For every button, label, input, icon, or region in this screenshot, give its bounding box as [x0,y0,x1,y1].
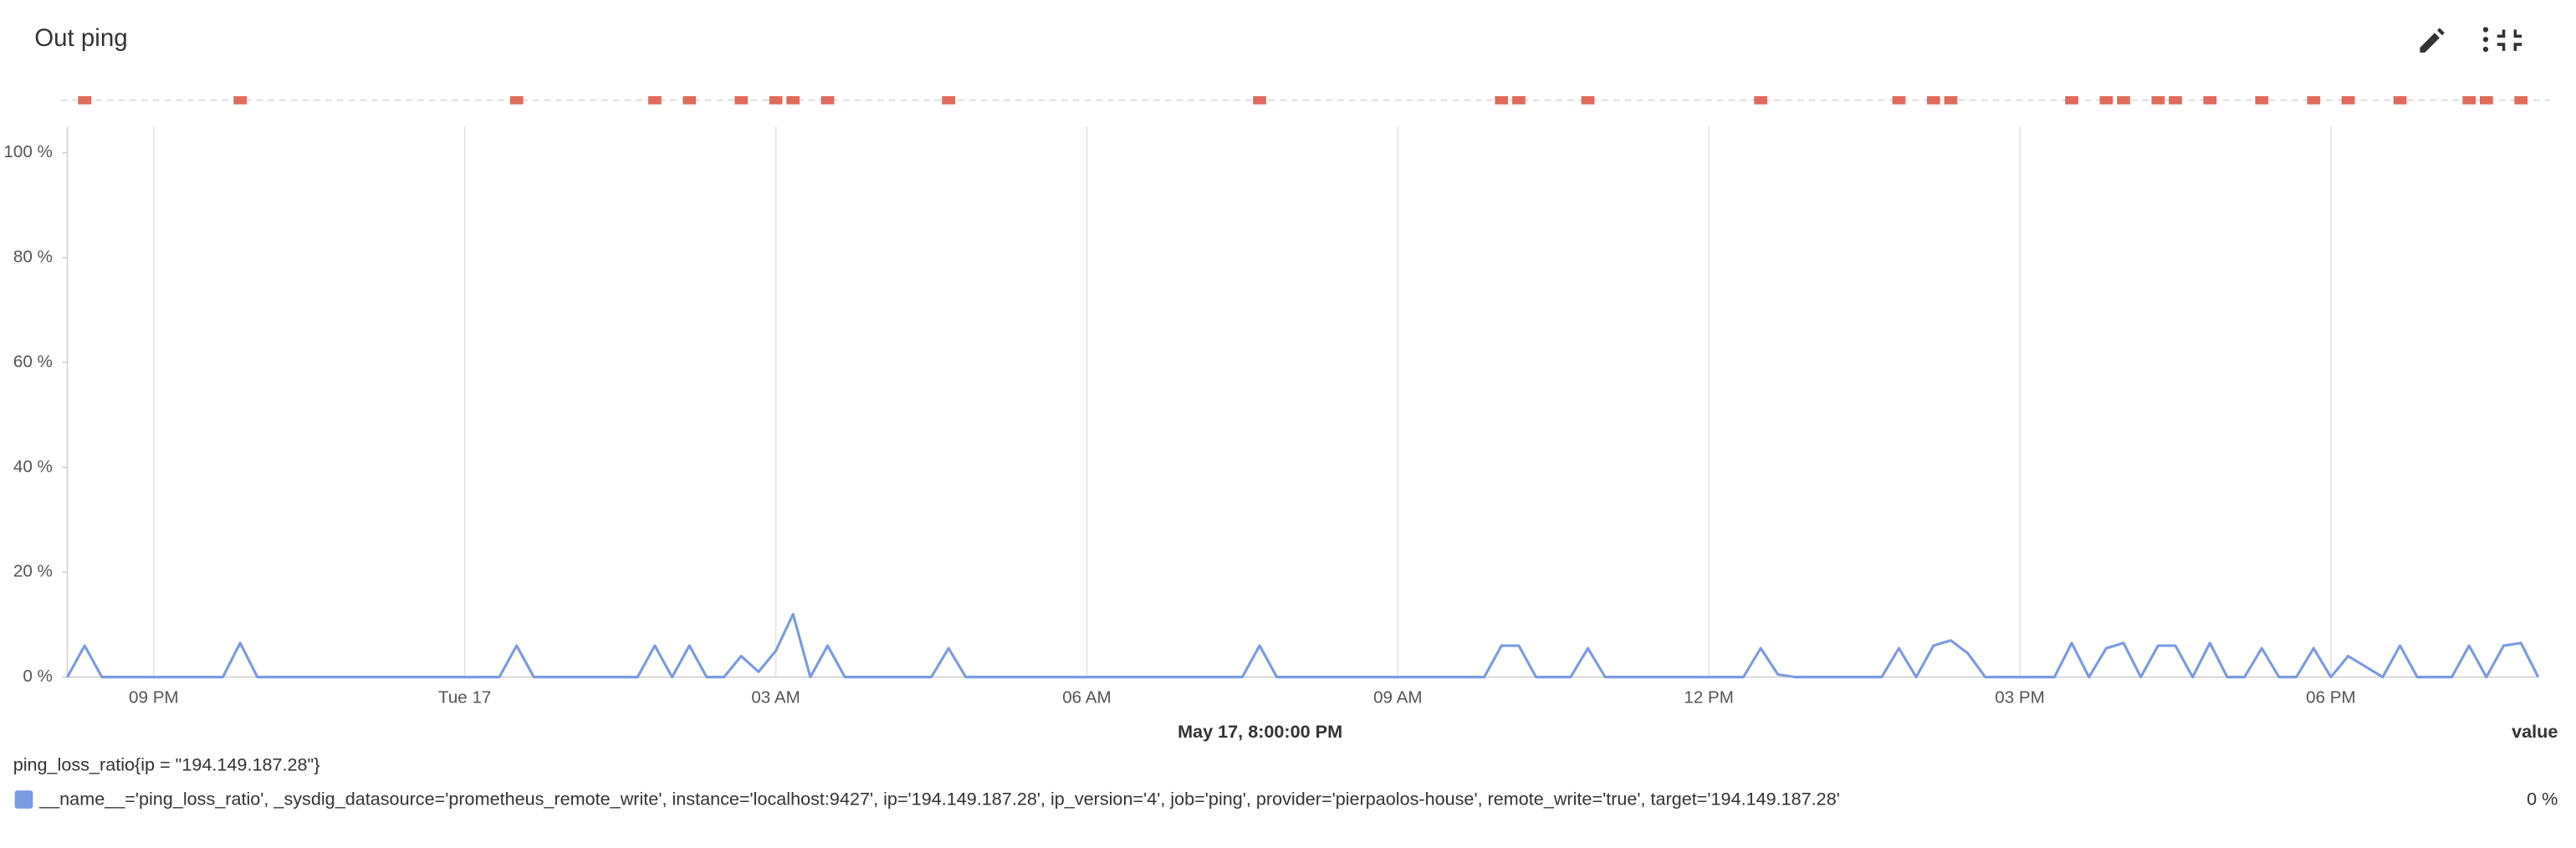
event-marker [233,95,247,105]
collapse-button[interactable] [2497,29,2522,51]
event-marker [2341,95,2355,105]
event-marker [2255,95,2269,105]
event-marker [820,95,835,105]
menu-dot[interactable] [2482,46,2489,53]
legend-title: ping_loss_ratio{ip = "194.149.187.28"} [13,753,320,774]
event-marker [2151,95,2165,105]
event-marker [2462,95,2476,105]
menu-dot[interactable] [2482,27,2489,33]
event-marker [1512,95,1526,105]
event-marker [1892,95,1906,105]
event-marker [2099,95,2113,105]
y-tick-label: 40 % [13,457,53,476]
event-marker [682,95,697,105]
event-marker [1754,95,1768,105]
x-tick-label: Tue 17 [438,688,491,708]
x-tick-label: 09 AM [1373,688,1422,708]
y-tick-label: 100 % [3,142,52,161]
menu-dot[interactable] [2482,37,2489,43]
series-line [66,612,2540,679]
event-marker [786,95,800,105]
y-tick-label: 20 % [13,562,53,581]
event-marker [734,95,749,105]
event-marker [1926,95,1940,105]
value-column-label: value [2512,721,2558,742]
panel-title: Out ping [34,24,127,52]
legend-label[interactable]: __name__='ping_loss_ratio', _sysdig_data… [38,789,1840,810]
event-marker [1944,95,1958,105]
event-marker [2393,95,2407,105]
event-marker [78,95,92,105]
legend-swatch [14,790,33,809]
y-tick-label: 80 % [13,248,53,267]
event-marker [2203,95,2217,105]
event-marker [942,95,956,105]
event-marker [509,95,524,105]
y-tick-label: 60 % [13,352,53,371]
event-marker [648,95,662,105]
event-marker [2169,95,2182,105]
collapse-icon[interactable] [2497,29,2522,51]
x-tick-label: 12 PM [1684,688,1734,708]
event-marker [1495,95,1509,105]
event-marker [2117,95,2130,105]
event-marker [2307,95,2321,105]
y-tick-label: 0 % [23,667,53,686]
x-tick-label: 03 AM [751,688,800,708]
menu-button[interactable] [2482,27,2489,53]
crosshair-label: May 17, 8:00:00 PM [1178,721,1342,742]
edit-icon[interactable] [2420,28,2445,53]
event-marker [1581,95,1595,105]
event-marker [2065,95,2078,105]
event-marker [2479,95,2493,105]
x-tick-label: 03 PM [1995,688,2045,708]
x-tick-label: 09 PM [129,688,179,708]
legend-value: 0 % [2527,789,2558,810]
x-tick-label: 06 AM [1062,688,1111,708]
edit-button[interactable] [2420,28,2445,53]
event-marker [2514,95,2528,105]
x-tick-label: 06 PM [2306,688,2356,708]
event-marker [769,95,783,105]
event-marker [1253,95,1266,105]
